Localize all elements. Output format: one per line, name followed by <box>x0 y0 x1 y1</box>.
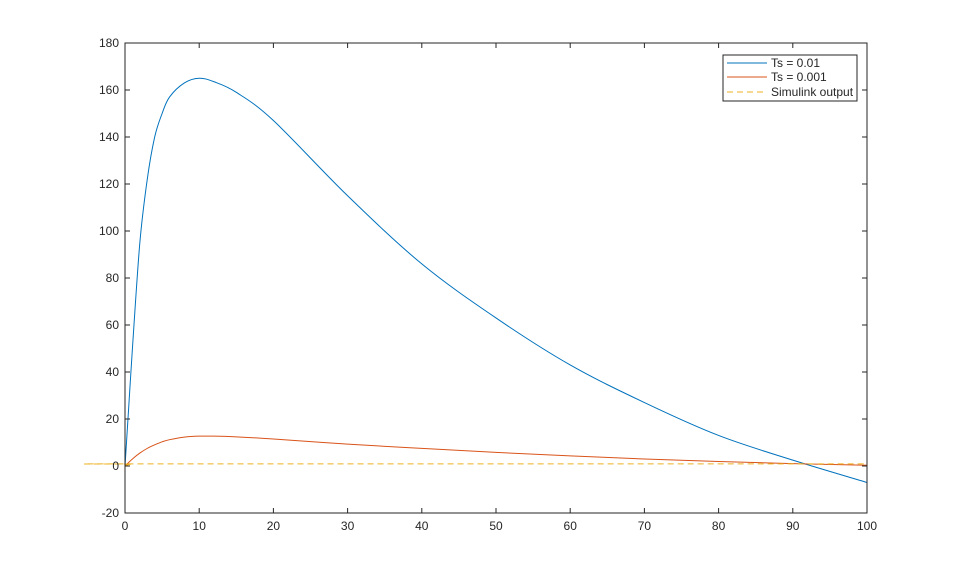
x-tick-label: 30 <box>341 519 355 533</box>
plot-area-border <box>124 42 868 514</box>
y-tick-label: 80 <box>106 271 120 285</box>
y-tick-label: 40 <box>106 365 120 379</box>
x-tick-label: 10 <box>193 519 207 533</box>
series-layer <box>83 77 868 483</box>
x-tick-label: 70 <box>638 519 652 533</box>
y-tick-label: 160 <box>99 83 119 97</box>
x-tick-label: 20 <box>267 519 281 533</box>
y-tick-label: 180 <box>99 36 119 50</box>
series-line-2 <box>83 463 868 467</box>
x-tick-label: 50 <box>489 519 503 533</box>
legend-label-ts-0001: Ts = 0.001 <box>771 70 827 84</box>
y-tick-label: 20 <box>106 412 120 426</box>
x-tick-label: 40 <box>415 519 429 533</box>
legend-label-simulink-output: Simulink output <box>771 85 854 99</box>
y-tick-label: 0 <box>112 459 119 473</box>
x-tick-label: 90 <box>786 519 800 533</box>
legend: Ts = 0.01 Ts = 0.001 Simulink output <box>722 54 858 102</box>
legend-box <box>722 54 858 102</box>
series-line-1 <box>124 435 868 467</box>
y-tick-label: 60 <box>106 318 120 332</box>
x-tick-label: 100 <box>857 519 877 533</box>
y-tick-label: 120 <box>99 177 119 191</box>
y-tick-label: -20 <box>102 506 120 520</box>
y-tick-label: 140 <box>99 130 119 144</box>
ticks-layer: 0 10 20 30 40 50 60 70 80 90 100-20020406080100120… <box>99 36 877 533</box>
y-tick-label: 100 <box>99 224 119 238</box>
x-tick-label: 80 <box>712 519 726 533</box>
series-line-0 <box>124 77 868 483</box>
legend-label-ts-001: Ts = 0.01 <box>771 56 820 70</box>
x-tick-label: 60 <box>564 519 578 533</box>
x-tick-label: 0 <box>122 519 129 533</box>
